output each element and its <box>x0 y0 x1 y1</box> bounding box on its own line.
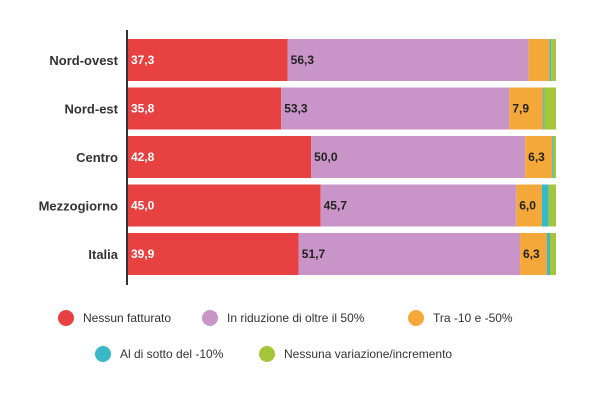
bar-centro-nessun-fatturato <box>128 136 312 178</box>
bar-mezzogiorno-nessuna-variazione-incremento <box>548 184 556 227</box>
category-label-nord-ovest: Nord-ovest <box>49 53 118 68</box>
data-label-nord-est-nessun-fatturato: 35,8 <box>131 102 155 116</box>
legend: Nessun fatturato In riduzione di oltre il… <box>58 310 513 362</box>
bar-nord-ovest-al-di-sotto-del-10 <box>549 39 552 81</box>
bar-mezzogiorno-al-di-sotto-del-10 <box>541 184 549 227</box>
data-label-nord-ovest-in-riduzione-di-oltre-il-50: 56,3 <box>291 53 315 67</box>
bar-italia-nessun-fatturato <box>128 233 299 275</box>
bar-mezzogiorno-in-riduzione-di-oltre-il-50 <box>320 184 517 227</box>
data-label-italia-tra-10-e-50: 6,3 <box>523 247 540 261</box>
category-label-italia: Italia <box>88 247 118 262</box>
legend-label-al-di-sotto-del-10: Al di sotto del -10% <box>120 347 224 361</box>
bar-nord-est-in-riduzione-di-oltre-il-50 <box>281 87 510 130</box>
legend-label-tra-10-e-50: Tra -10 e -50% <box>433 311 513 325</box>
category-label-centro: Centro <box>76 150 118 165</box>
legend-label-nessuna-variazione-incremento: Nessuna variazione/incremento <box>284 347 452 361</box>
category-label-mezzogiorno: Mezzogiorno <box>39 199 118 214</box>
bar-italia-al-di-sotto-del-10 <box>547 233 551 275</box>
bar-mezzogiorno-nessun-fatturato <box>128 184 321 227</box>
legend-swatch-tra-10-e-50 <box>408 310 424 326</box>
legend-label-nessun-fatturato: Nessun fatturato <box>83 311 171 325</box>
data-label-centro-nessun-fatturato: 42,8 <box>131 150 155 164</box>
bar-italia-tra-10-e-50 <box>520 233 548 275</box>
legend-label-in-riduzione-di-oltre-il-50: In riduzione di oltre il 50% <box>227 311 365 325</box>
bar-centro-tra-10-e-50 <box>525 136 553 178</box>
bar-nord-ovest-in-riduzione-di-oltre-il-50 <box>287 39 529 81</box>
bar-nord-est-nessun-fatturato <box>128 87 282 130</box>
data-label-mezzogiorno-in-riduzione-di-oltre-il-50: 45,7 <box>324 199 348 213</box>
legend-swatch-nessuna-variazione-incremento <box>259 346 275 362</box>
data-label-centro-in-riduzione-di-oltre-il-50: 50,0 <box>314 150 338 164</box>
bars-group: Nord-ovest 37,3 56,3 Nord-est 35,8 53,3 7,9 Cen… <box>39 39 556 275</box>
data-label-italia-in-riduzione-di-oltre-il-50: 51,7 <box>302 247 326 261</box>
bar-nord-ovest-nessuna-variazione-incremento <box>551 39 556 81</box>
bar-italia-in-riduzione-di-oltre-il-50 <box>298 233 521 275</box>
data-label-italia-nessun-fatturato: 39,9 <box>131 247 155 261</box>
category-label-nord-est: Nord-est <box>65 102 119 117</box>
bar-nord-est-nessuna-variazione-incremento <box>544 87 556 130</box>
bar-nord-ovest-nessun-fatturato <box>128 39 288 81</box>
data-label-centro-tra-10-e-50: 6,3 <box>528 150 545 164</box>
bar-nord-est-al-di-sotto-del-10 <box>543 87 545 130</box>
legend-swatch-nessun-fatturato <box>58 310 74 326</box>
data-label-nord-est-in-riduzione-di-oltre-il-50: 53,3 <box>284 102 308 116</box>
legend-swatch-al-di-sotto-del-10 <box>95 346 111 362</box>
bar-mezzogiorno-tra-10-e-50 <box>516 184 542 227</box>
bar-nord-ovest-tra-10-e-50 <box>528 39 550 81</box>
data-label-nord-ovest-nessun-fatturato: 37,3 <box>131 53 155 67</box>
legend-swatch-in-riduzione-di-oltre-il-50 <box>202 310 218 326</box>
bar-italia-nessuna-variazione-incremento <box>550 233 556 275</box>
bar-centro-nessuna-variazione-incremento <box>553 136 556 178</box>
bar-centro-in-riduzione-di-oltre-il-50 <box>311 136 526 178</box>
bar-nord-est-tra-10-e-50 <box>509 87 544 130</box>
data-label-mezzogiorno-tra-10-e-50: 6,0 <box>519 199 536 213</box>
data-label-nord-est-tra-10-e-50: 7,9 <box>512 102 529 116</box>
data-label-mezzogiorno-nessun-fatturato: 45,0 <box>131 199 155 213</box>
bar-centro-al-di-sotto-del-10 <box>552 136 554 178</box>
